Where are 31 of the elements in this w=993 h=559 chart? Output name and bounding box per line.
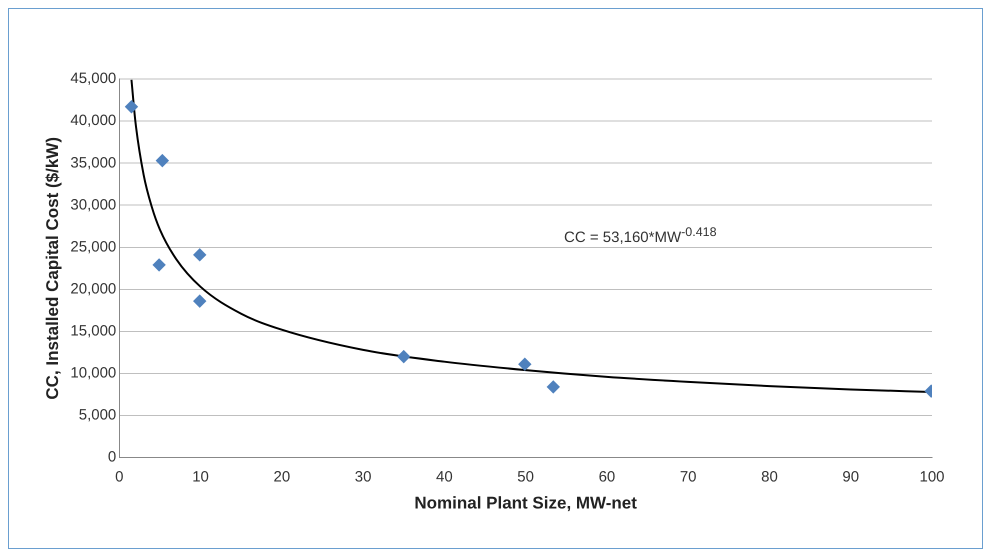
x-axis-title: Nominal Plant Size, MW-net [414,493,638,512]
point [546,380,560,394]
x-tick-label: 80 [761,468,778,486]
y-axis-title: CC, Installed Capital Cost ($/kW) [42,137,62,400]
point [156,154,169,168]
x-tick-label: 50 [517,468,534,486]
y-tick-label: 0 [108,448,116,466]
point [397,350,410,364]
x-tick-label: 100 [919,468,945,486]
point [193,248,206,262]
point [518,358,532,371]
x-tick-label: 40 [436,468,453,486]
annotation: CC = 53,160*MW$^{-0.418}$ [564,225,717,246]
y-tick-label: 45,000 [70,70,116,88]
point [152,258,166,272]
y-tick-label: 40,000 [70,112,116,130]
y-tick-label: 5,000 [78,406,116,424]
y-tick-label: 20,000 [70,280,116,298]
y-tick-label: 15,000 [70,322,116,340]
x-tick-label: 90 [842,468,860,486]
x-tick-label: 20 [273,468,290,486]
y-tick-label: 10,000 [70,364,116,382]
x-tick-label: 70 [680,468,697,486]
y-tick-label: 30,000 [70,196,116,214]
y-tick-label: 25,000 [70,238,116,256]
point [193,294,206,308]
x-tick-label: 10 [192,468,209,486]
point [124,100,138,114]
x-tick-label: 30 [354,468,372,486]
x-tick-label: 60 [598,468,616,486]
y-tick-label: 35,000 [70,154,116,172]
